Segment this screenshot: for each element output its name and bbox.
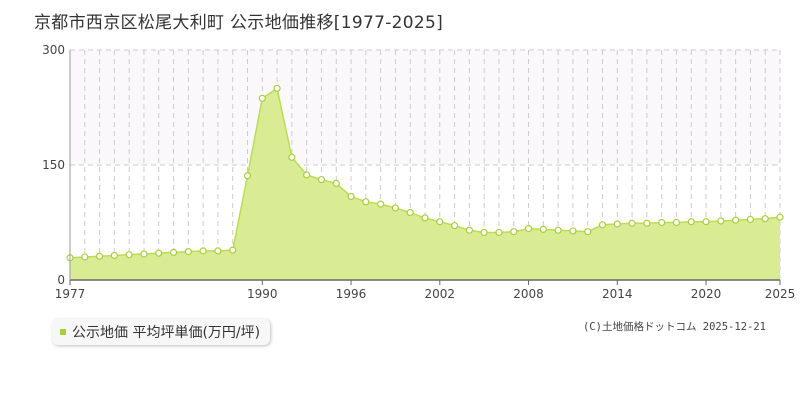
x-tick-label: 1996 bbox=[336, 287, 367, 301]
data-point bbox=[539, 225, 547, 233]
data-point bbox=[584, 228, 592, 236]
data-point bbox=[95, 252, 104, 260]
data-point bbox=[362, 198, 370, 206]
data-point bbox=[347, 192, 355, 201]
data-point bbox=[480, 228, 488, 237]
data-point bbox=[199, 247, 207, 255]
legend: 公示地価 平均坪単価(万円/坪) bbox=[52, 319, 271, 345]
data-point bbox=[510, 228, 518, 236]
data-point bbox=[746, 215, 755, 224]
y-tick-label: 0 bbox=[57, 273, 65, 287]
data-point bbox=[406, 208, 414, 217]
data-point bbox=[687, 218, 695, 226]
data-point bbox=[524, 225, 533, 233]
data-point bbox=[243, 172, 252, 180]
data-point bbox=[288, 153, 296, 161]
x-tick-label: 2025 bbox=[765, 287, 796, 301]
data-point bbox=[495, 228, 503, 237]
data-point bbox=[658, 218, 666, 227]
data-point bbox=[169, 248, 178, 256]
x-tick-label: 1990 bbox=[247, 287, 278, 301]
data-point bbox=[554, 226, 562, 234]
legend-label: 公示地価 平均坪単価(万円/坪) bbox=[72, 325, 261, 341]
data-point bbox=[125, 251, 133, 259]
data-point bbox=[214, 247, 222, 255]
x-ticks: 1977 1990 1996 2002 2008 2014 2020 2025 bbox=[55, 280, 796, 301]
credit-text: (C)土地価格ドットコム 2025-12-21 bbox=[582, 321, 766, 333]
chart-title: 京都市西京区松尾大利町 公示地価推移[1977-2025] bbox=[34, 13, 444, 33]
x-tick-label: 1977 bbox=[55, 287, 86, 301]
y-tick-label: 150 bbox=[42, 158, 65, 172]
data-point bbox=[436, 218, 444, 226]
data-point bbox=[598, 221, 607, 229]
data-point bbox=[110, 251, 118, 260]
data-point bbox=[732, 216, 740, 224]
data-point bbox=[761, 215, 769, 223]
data-point bbox=[258, 94, 266, 102]
data-point bbox=[273, 84, 281, 92]
data-point bbox=[569, 227, 577, 235]
data-point bbox=[776, 213, 784, 221]
data-point bbox=[465, 226, 473, 234]
x-tick-label: 2014 bbox=[602, 287, 633, 301]
data-point bbox=[702, 218, 710, 226]
data-point bbox=[613, 220, 621, 228]
x-tick-label: 2002 bbox=[425, 287, 456, 301]
data-point bbox=[672, 218, 681, 227]
data-point bbox=[377, 200, 385, 208]
x-tick-label: 2008 bbox=[513, 287, 544, 301]
data-point bbox=[717, 217, 725, 225]
data-point bbox=[628, 219, 636, 227]
data-point bbox=[140, 250, 148, 258]
data-point bbox=[184, 248, 192, 256]
y-ticks: 0 150 300 bbox=[42, 43, 65, 287]
data-point bbox=[391, 204, 400, 212]
data-point bbox=[81, 253, 89, 261]
legend-swatch bbox=[60, 329, 66, 335]
data-point bbox=[303, 171, 311, 179]
data-point bbox=[421, 214, 429, 222]
data-point bbox=[155, 249, 163, 257]
series-area bbox=[70, 88, 780, 280]
series-points bbox=[66, 84, 784, 262]
data-point bbox=[332, 179, 340, 187]
data-point bbox=[229, 246, 237, 254]
x-tick-label: 2020 bbox=[691, 287, 722, 301]
data-point bbox=[643, 219, 651, 227]
data-point bbox=[450, 221, 459, 230]
data-point bbox=[317, 175, 326, 184]
y-tick-label: 300 bbox=[42, 43, 65, 57]
